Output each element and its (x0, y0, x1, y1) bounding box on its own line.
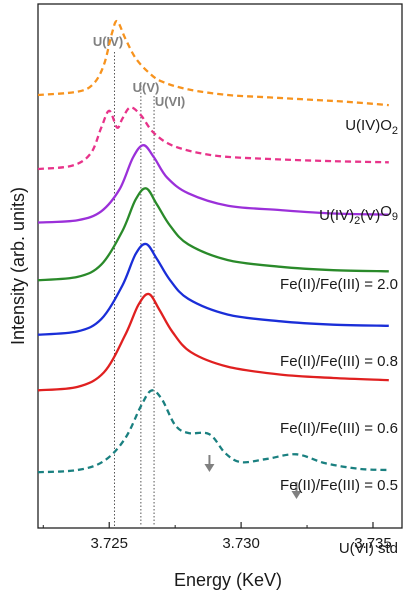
x-axis-title: Energy (KeV) (174, 570, 282, 590)
series-label: Fe(II)/Fe(III) = 0.6 (280, 420, 398, 437)
series-label: Fe(II)/Fe(III) = 0.5 (280, 477, 398, 494)
arrow-head (291, 491, 302, 499)
x-axis-ticks: 3.725 3.730 3.735 (42, 522, 392, 552)
series-line (37, 389, 389, 474)
series-label-tail: (V) (360, 207, 380, 224)
series-label: U(IV)2(V)O9 (319, 203, 398, 227)
series-label-main: U(IV)O (345, 117, 392, 134)
series-line (37, 187, 389, 282)
series-label-main: Fe(II)/Fe(III) = 0.5 (280, 477, 398, 494)
x-tick-label: 3.725 (90, 535, 128, 552)
series-label: Fe(II)/Fe(III) = 0.8 (280, 353, 398, 370)
reference-lines: U(IV) U(V)U(VI) (93, 34, 185, 526)
plot-border (37, 3, 403, 529)
series-line (37, 106, 389, 171)
reference-line-label: U(V) (133, 80, 160, 95)
series-line (37, 19, 389, 107)
series-line (37, 242, 389, 336)
plot-frame (37, 3, 403, 529)
series-label-tail-main: O (380, 203, 392, 220)
reference-line-label: U(IV) (93, 34, 123, 49)
series-label-subscript: 9 (392, 211, 398, 223)
series-label-main: Fe(II)/Fe(III) = 2.0 (280, 276, 398, 293)
series-curves (37, 19, 389, 474)
series-label: U(IV)O2 (345, 117, 398, 137)
arrow-head (204, 464, 215, 472)
series-line (37, 292, 389, 392)
series-label-subscript: 2 (354, 215, 360, 227)
series-label-subscript: 2 (392, 125, 398, 137)
series-label: U(VI) std (339, 540, 398, 557)
feature-arrows (204, 455, 302, 499)
x-tick-label: 3.730 (222, 535, 260, 552)
x-tick-label: 3.735 (354, 535, 392, 552)
down-arrow-icon (204, 455, 215, 472)
series-label-main: Fe(II)/Fe(III) = 0.6 (280, 420, 398, 437)
series-label-main: Fe(II)/Fe(III) = 0.8 (280, 353, 398, 370)
reference-line-label: U(VI) (155, 94, 185, 109)
series-label-main: U(VI) std (339, 540, 398, 557)
series-line (37, 144, 389, 224)
series-label: Fe(II)/Fe(III) = 2.0 (280, 276, 398, 293)
down-arrow-icon (291, 482, 302, 499)
series-label-main: U(IV) (319, 207, 354, 224)
y-axis-title: Intensity (arb. units) (8, 187, 28, 345)
